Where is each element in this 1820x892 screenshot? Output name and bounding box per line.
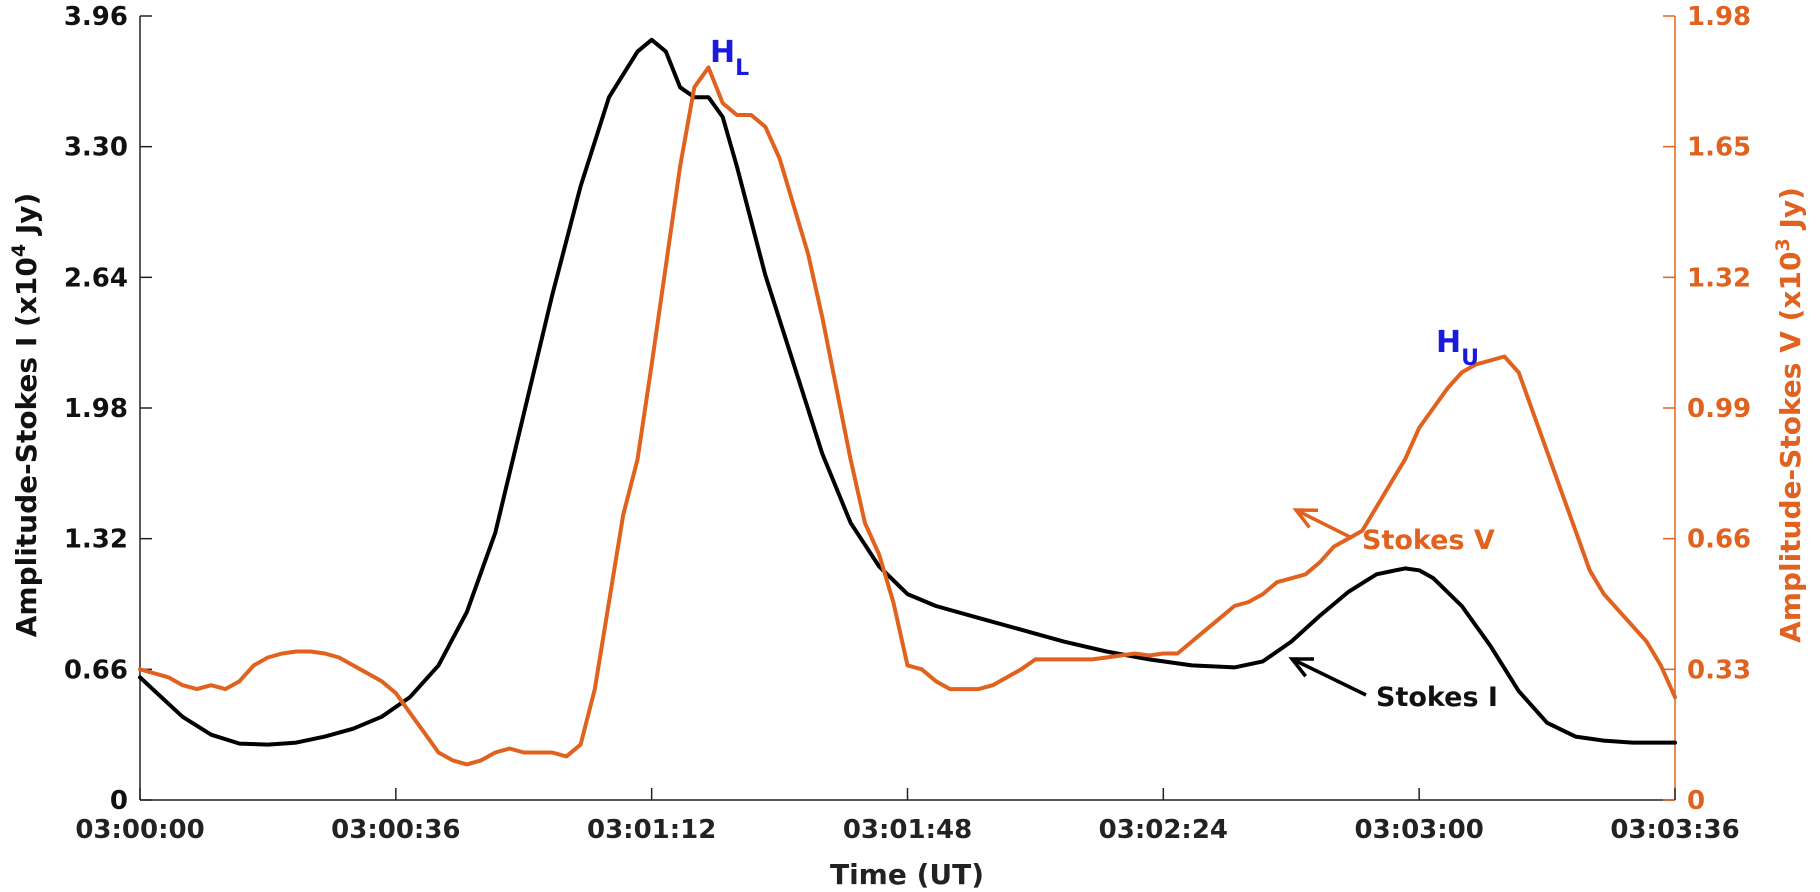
peak-label-lower: HL bbox=[710, 35, 749, 81]
right-axis-title-exponent: 3 bbox=[1772, 238, 1794, 251]
stokes-i-line bbox=[138, 37, 1677, 747]
left-axis-title-exponent: 4 bbox=[8, 244, 30, 257]
x-tick-label: 03:01:48 bbox=[843, 815, 972, 845]
right-tick-label: 0.33 bbox=[1687, 655, 1751, 685]
left-axis-title: Amplitude-Stokes I (x104 Jy) bbox=[8, 193, 43, 638]
peak-label-upper-main: H bbox=[1436, 325, 1461, 360]
left-axis: 0 0.66 1.32 1.98 2.64 3.30 3.96 bbox=[64, 2, 152, 816]
stokes-v-arrow bbox=[1295, 508, 1353, 540]
left-tick-label: 3.30 bbox=[64, 133, 128, 163]
right-axis-title-unit: Jy) bbox=[1774, 187, 1807, 238]
left-tick-label: 0 bbox=[110, 786, 128, 816]
left-axis-title-main: Amplitude-Stokes I (x10 bbox=[10, 257, 43, 637]
right-tick-label: 0 bbox=[1687, 786, 1705, 816]
right-tick-label: 0.99 bbox=[1687, 394, 1751, 424]
left-tick-label: 3.96 bbox=[64, 2, 128, 32]
x-tick-label: 03:03:36 bbox=[1610, 815, 1739, 845]
peak-label-lower-main: H bbox=[710, 35, 735, 70]
x-axis-title: Time (UT) bbox=[830, 858, 984, 891]
stokes-i-arrow bbox=[1291, 657, 1367, 697]
x-tick-label: 03:02:24 bbox=[1099, 815, 1228, 845]
peak-label-upper: HU bbox=[1436, 325, 1479, 371]
left-axis-title-unit: Jy) bbox=[10, 193, 43, 244]
annotation-layer bbox=[1288, 508, 1367, 697]
left-tick-label: 1.98 bbox=[64, 394, 128, 424]
x-tick-label: 03:00:00 bbox=[75, 815, 204, 845]
right-tick-label: 0.66 bbox=[1687, 525, 1751, 555]
x-tick-label: 03:03:00 bbox=[1354, 815, 1483, 845]
x-axis: 03:00:00 03:00:36 03:01:12 03:01:48 03:02:24… bbox=[75, 788, 1740, 845]
stokes-i-annotation: Stokes I bbox=[1376, 682, 1498, 713]
stokes-v-annotation: Stokes V bbox=[1362, 525, 1495, 556]
right-axis-title: Amplitude-Stokes V (x103 Jy) bbox=[1772, 187, 1807, 643]
right-axis-title-main: Amplitude-Stokes V (x10 bbox=[1774, 252, 1807, 643]
stokes-v-arrow-head bbox=[1292, 508, 1319, 529]
peak-label-lower-sub: L bbox=[735, 56, 749, 81]
series-layer bbox=[138, 37, 1677, 767]
right-tick-label: 1.98 bbox=[1687, 2, 1751, 32]
peak-label-upper-sub: U bbox=[1461, 346, 1479, 371]
left-tick-label: 0.66 bbox=[64, 655, 128, 685]
stokes-i-arrow-head bbox=[1288, 657, 1315, 678]
left-tick-label: 1.32 bbox=[64, 525, 128, 555]
right-tick-label: 1.65 bbox=[1687, 133, 1751, 163]
right-axis: 0 0.33 0.66 0.99 1.32 1.65 1.98 bbox=[1663, 2, 1751, 816]
stokes-v-line bbox=[138, 65, 1677, 767]
right-tick-label: 1.32 bbox=[1687, 263, 1751, 293]
x-tick-label: 03:00:36 bbox=[331, 815, 460, 845]
left-tick-label: 2.64 bbox=[64, 263, 128, 293]
x-tick-label: 03:01:12 bbox=[587, 815, 716, 845]
